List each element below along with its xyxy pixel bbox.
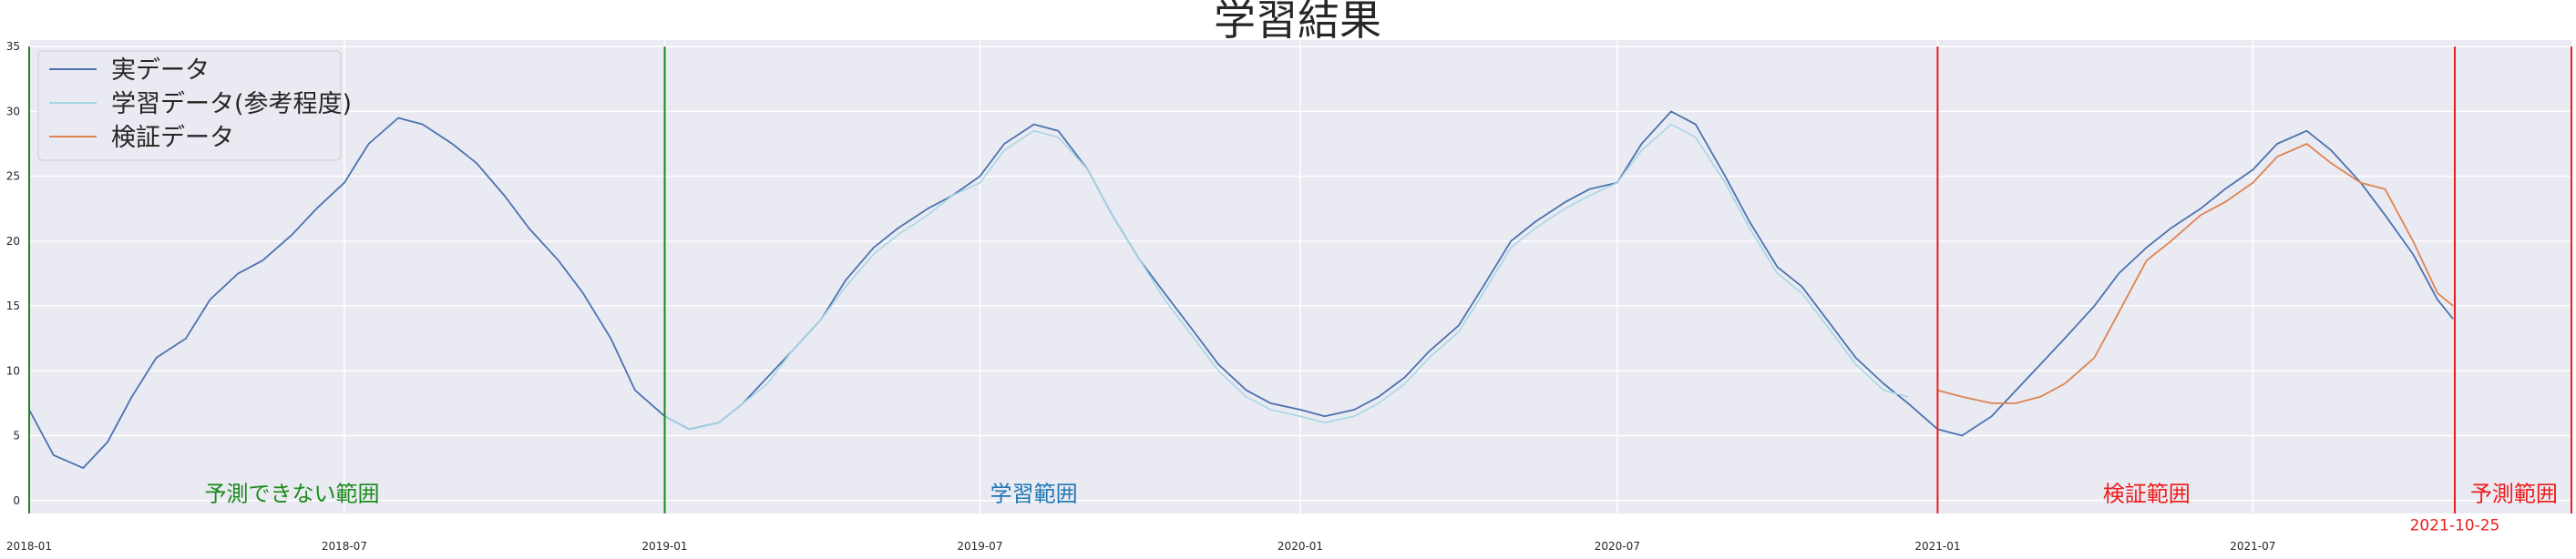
y-tick-label: 15 — [6, 300, 20, 312]
series-line-1 — [664, 123, 1909, 431]
y-tick-label: 35 — [6, 40, 20, 53]
x-tick-label: 2020-07 — [1595, 540, 1640, 553]
legend-label-0: 実データ — [111, 56, 210, 85]
x-tick-label: 2021-01 — [1914, 540, 1960, 553]
x-tick-label: 2019-01 — [641, 540, 687, 553]
series-line-0 — [28, 110, 2454, 469]
x-tick-label: 2018-07 — [322, 540, 367, 553]
annotation-3: 予測範囲 — [2470, 482, 2558, 507]
chart-title: 学習結果 — [1214, 0, 1381, 45]
annotation-0: 予測できない範囲 — [205, 482, 380, 507]
y-tick-label: 5 — [13, 430, 20, 442]
series-lines — [28, 110, 2454, 469]
region-annotations: 予測できない範囲 学習範囲 検証範囲 予測範囲 2021-10-25 — [205, 482, 2558, 535]
x-tick-label: 2018-01 — [6, 540, 52, 553]
y-axis-ticks: 0 5 10 15 20 25 30 35 — [6, 40, 20, 507]
annotation-2: 検証範囲 — [2103, 482, 2191, 507]
x-tick-label: 2021-07 — [2230, 540, 2275, 553]
annotation-4: 2021-10-25 — [2410, 517, 2500, 535]
y-tick-label: 30 — [6, 105, 20, 117]
region-boundary-lines — [28, 46, 2572, 513]
legend-label-2: 検証データ — [111, 124, 234, 152]
x-tick-label: 2019-07 — [957, 540, 1002, 553]
x-tick-label: 2020-01 — [1278, 540, 1323, 553]
y-tick-label: 20 — [6, 235, 20, 248]
y-tick-label: 10 — [6, 364, 20, 377]
annotation-1: 学習範囲 — [990, 482, 1078, 507]
series-line-2 — [1937, 143, 2454, 404]
y-tick-label: 25 — [6, 170, 20, 183]
legend-box — [37, 50, 342, 161]
x-axis-ticks: 2018-01 2018-07 2019-01 2019-07 2020-01 2020-… — [6, 540, 2275, 553]
y-tick-label: 0 — [13, 494, 20, 507]
legend-label-1: 学習データ(参考程度) — [111, 90, 352, 118]
